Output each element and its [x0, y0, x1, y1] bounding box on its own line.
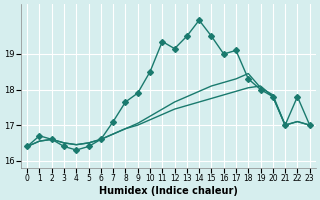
X-axis label: Humidex (Indice chaleur): Humidex (Indice chaleur) — [99, 186, 238, 196]
